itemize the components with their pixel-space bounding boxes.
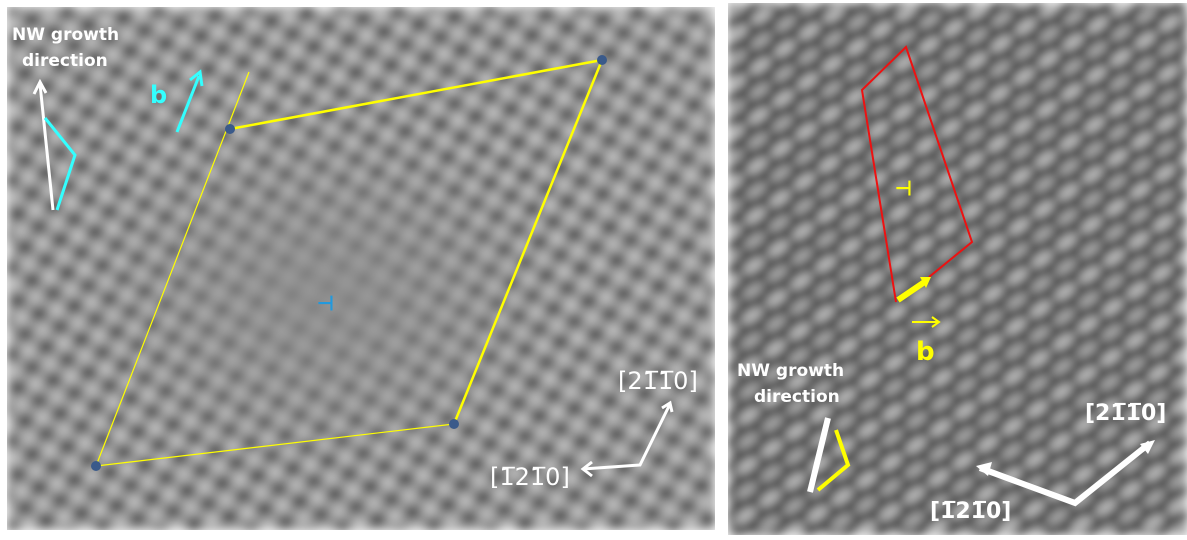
figure: NW growth direction b ⊥ [21̅1̅0] [1̅21̅0…	[0, 0, 1187, 535]
direction-label: [1̅21̅0]	[930, 499, 1011, 524]
growth-label: direction	[754, 387, 840, 407]
growth-label: direction	[22, 51, 108, 71]
burgers-label: b	[916, 337, 935, 367]
direction-label: [21̅1̅0]	[618, 367, 698, 395]
growth-label: NW growth	[737, 361, 844, 381]
burgers-label: b	[150, 81, 167, 109]
dislocation-symbol: ⊥	[892, 179, 916, 197]
left-image	[7, 7, 715, 530]
growth-label: NW growth	[12, 25, 119, 45]
dislocation-symbol: ⊥	[314, 294, 338, 312]
right-image	[728, 3, 1187, 535]
page: NW growth direction b ⊥ [21̅1̅0] [1̅21̅0…	[0, 0, 1187, 540]
direction-label: [21̅1̅0]	[1085, 401, 1166, 426]
direction-label: [1̅21̅0]	[490, 463, 570, 491]
